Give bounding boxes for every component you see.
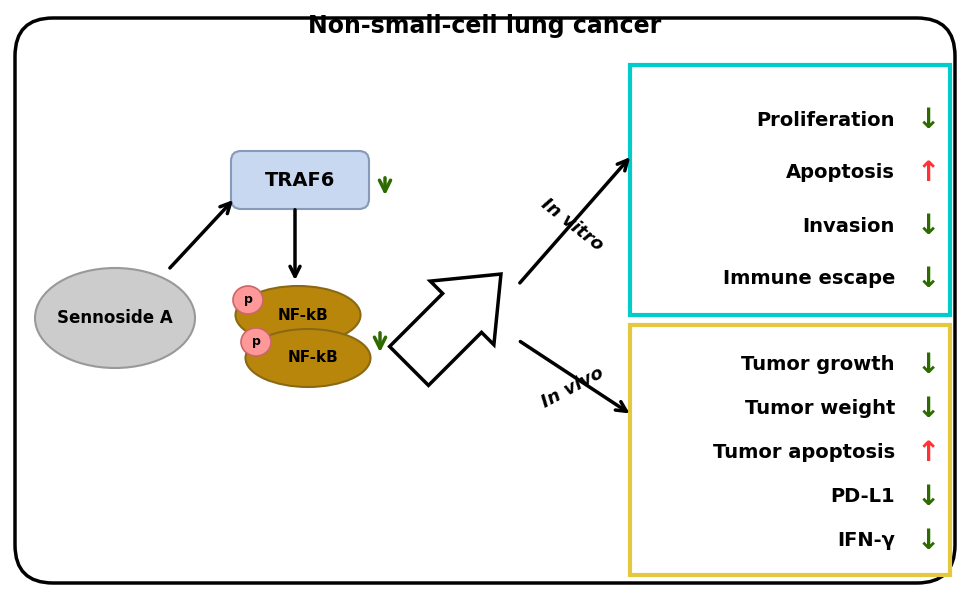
Ellipse shape [245,329,370,387]
Ellipse shape [235,286,360,344]
Text: PD-L1: PD-L1 [829,488,894,507]
Text: Invasion: Invasion [801,216,894,235]
Text: In vivo: In vivo [538,364,606,412]
Text: NF-kB: NF-kB [277,308,328,323]
Text: Tumor weight: Tumor weight [744,400,894,419]
Text: p: p [243,293,252,307]
FancyBboxPatch shape [629,325,949,575]
Ellipse shape [240,328,270,356]
Text: ↓: ↓ [916,265,939,293]
Text: ↑: ↑ [916,439,939,467]
Text: ↓: ↓ [916,212,939,240]
Text: Non-small-cell lung cancer: Non-small-cell lung cancer [308,14,661,38]
Text: p: p [251,336,260,349]
Text: ↓: ↓ [916,106,939,134]
Ellipse shape [233,286,263,314]
Text: Tumor apoptosis: Tumor apoptosis [712,444,894,463]
Text: Sennoside A: Sennoside A [57,309,172,327]
FancyBboxPatch shape [231,151,368,209]
Text: ↓: ↓ [916,351,939,379]
Text: ↓: ↓ [916,527,939,555]
Text: In vitro: In vitro [538,195,607,255]
Text: IFN-γ: IFN-γ [836,532,894,551]
Text: Apoptosis: Apoptosis [785,163,894,182]
Text: Immune escape: Immune escape [722,270,894,289]
Text: Tumor growth: Tumor growth [740,355,894,374]
FancyBboxPatch shape [629,65,949,315]
Text: NF-kB: NF-kB [288,350,338,365]
Text: Proliferation: Proliferation [756,110,894,129]
Text: ↓: ↓ [916,395,939,423]
Text: TRAF6: TRAF6 [265,170,335,189]
Text: ↑: ↑ [916,159,939,187]
FancyBboxPatch shape [15,18,954,583]
Text: ↓: ↓ [916,483,939,511]
Ellipse shape [35,268,195,368]
Polygon shape [390,274,500,386]
